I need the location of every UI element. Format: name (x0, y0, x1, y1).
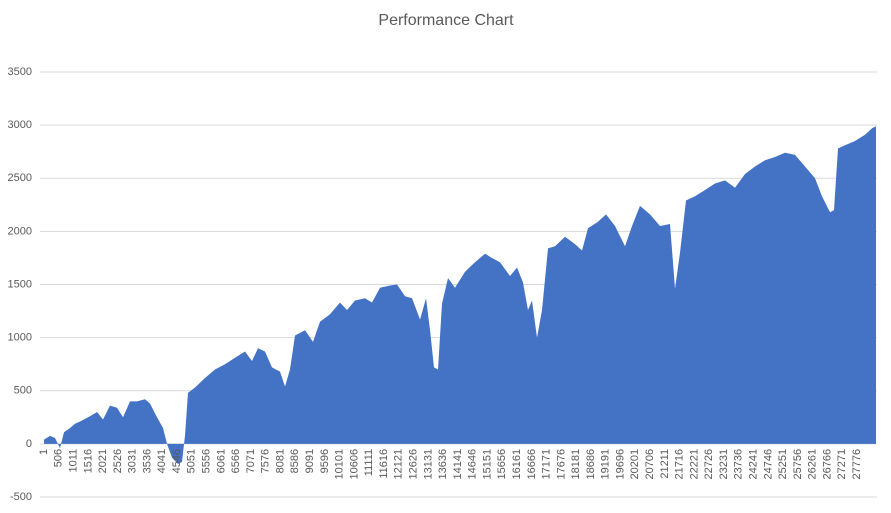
x-tick-label: 1516 (82, 449, 94, 473)
x-tick-label: 13131 (422, 449, 434, 480)
x-tick-label: 16161 (511, 449, 523, 480)
x-tick-label: 15656 (496, 449, 508, 480)
x-tick-label: 2021 (97, 449, 109, 473)
y-tick-label: 3500 (8, 66, 32, 78)
x-tick-label: 22221 (688, 449, 700, 480)
x-tick-label: 11111 (363, 449, 375, 476)
y-tick-label: 2500 (8, 172, 32, 184)
x-tick-label: 19696 (614, 449, 626, 480)
x-tick-label: 2526 (112, 449, 124, 473)
x-tick-label: 5051 (186, 449, 198, 473)
x-tick-label: 25251 (777, 449, 789, 480)
x-tick-label: 5556 (201, 449, 213, 473)
x-tick-label: 18686 (585, 449, 597, 480)
x-tick-label: 7576 (260, 449, 272, 473)
x-tick-label: 506 (53, 449, 65, 467)
x-tick-label: 9596 (319, 449, 331, 473)
x-tick-label: 21211 (659, 449, 671, 479)
x-tick-label: 6566 (230, 449, 242, 473)
x-tick-label: 18181 (570, 449, 582, 480)
chart-title: Performance Chart (378, 12, 514, 29)
x-tick-label: 26766 (821, 449, 833, 480)
x-tick-label: 13636 (437, 449, 449, 480)
x-tick-label: 17171 (541, 449, 553, 480)
x-tick-label: 10606 (348, 449, 360, 480)
x-tick-label: 20706 (644, 449, 656, 480)
x-tick-label: 27776 (851, 449, 863, 480)
x-tick-label: 12121 (393, 449, 405, 480)
x-tick-label: 14646 (467, 449, 479, 480)
x-tick-label: 3536 (141, 449, 153, 473)
x-tick-label: 9091 (304, 449, 316, 473)
y-tick-label: 1500 (8, 278, 32, 290)
x-tick-label: 24241 (748, 449, 760, 480)
area (44, 126, 876, 465)
x-tick-label: 14141 (452, 449, 464, 480)
x-tick-label: 27271 (836, 449, 848, 480)
x-tick-label: 23736 (733, 449, 745, 480)
x-tick-label: 8081 (274, 449, 286, 473)
x-tick-label: 7071 (245, 449, 257, 473)
y-tick-label: 0 (26, 438, 32, 450)
y-tick-label: -500 (10, 491, 32, 503)
x-tick-label: 26261 (807, 449, 819, 480)
x-tick-label: 15151 (481, 449, 493, 480)
x-tick-label: 11616 (378, 449, 390, 479)
y-tick-label: 2000 (8, 225, 32, 237)
x-tick-label: 12626 (407, 449, 419, 480)
x-tick-label: 6061 (215, 449, 227, 473)
x-tick-label: 3031 (127, 449, 139, 473)
x-tick-label: 21716 (674, 449, 686, 480)
x-tick-label: 4546 (171, 449, 183, 473)
x-tick-label: 20201 (629, 449, 641, 480)
x-tick-label: 10101 (334, 449, 346, 480)
y-tick-label: 500 (14, 385, 32, 397)
x-tick-label: 25756 (792, 449, 804, 480)
x-tick-label: 23231 (718, 449, 730, 480)
y-tick-label: 1000 (8, 332, 32, 344)
x-tick-label: 16666 (526, 449, 538, 480)
x-tick-label: 19191 (600, 449, 612, 480)
x-tick-label: 4041 (156, 449, 168, 473)
x-tick-label: 1 (38, 449, 50, 455)
x-tick-label: 1011 (67, 449, 79, 473)
x-tick-label: 8586 (289, 449, 301, 473)
x-tick-label: 22726 (703, 449, 715, 480)
x-tick-label: 24746 (762, 449, 774, 480)
x-tick-label: 17676 (555, 449, 567, 480)
y-tick-label: 3000 (8, 119, 32, 131)
